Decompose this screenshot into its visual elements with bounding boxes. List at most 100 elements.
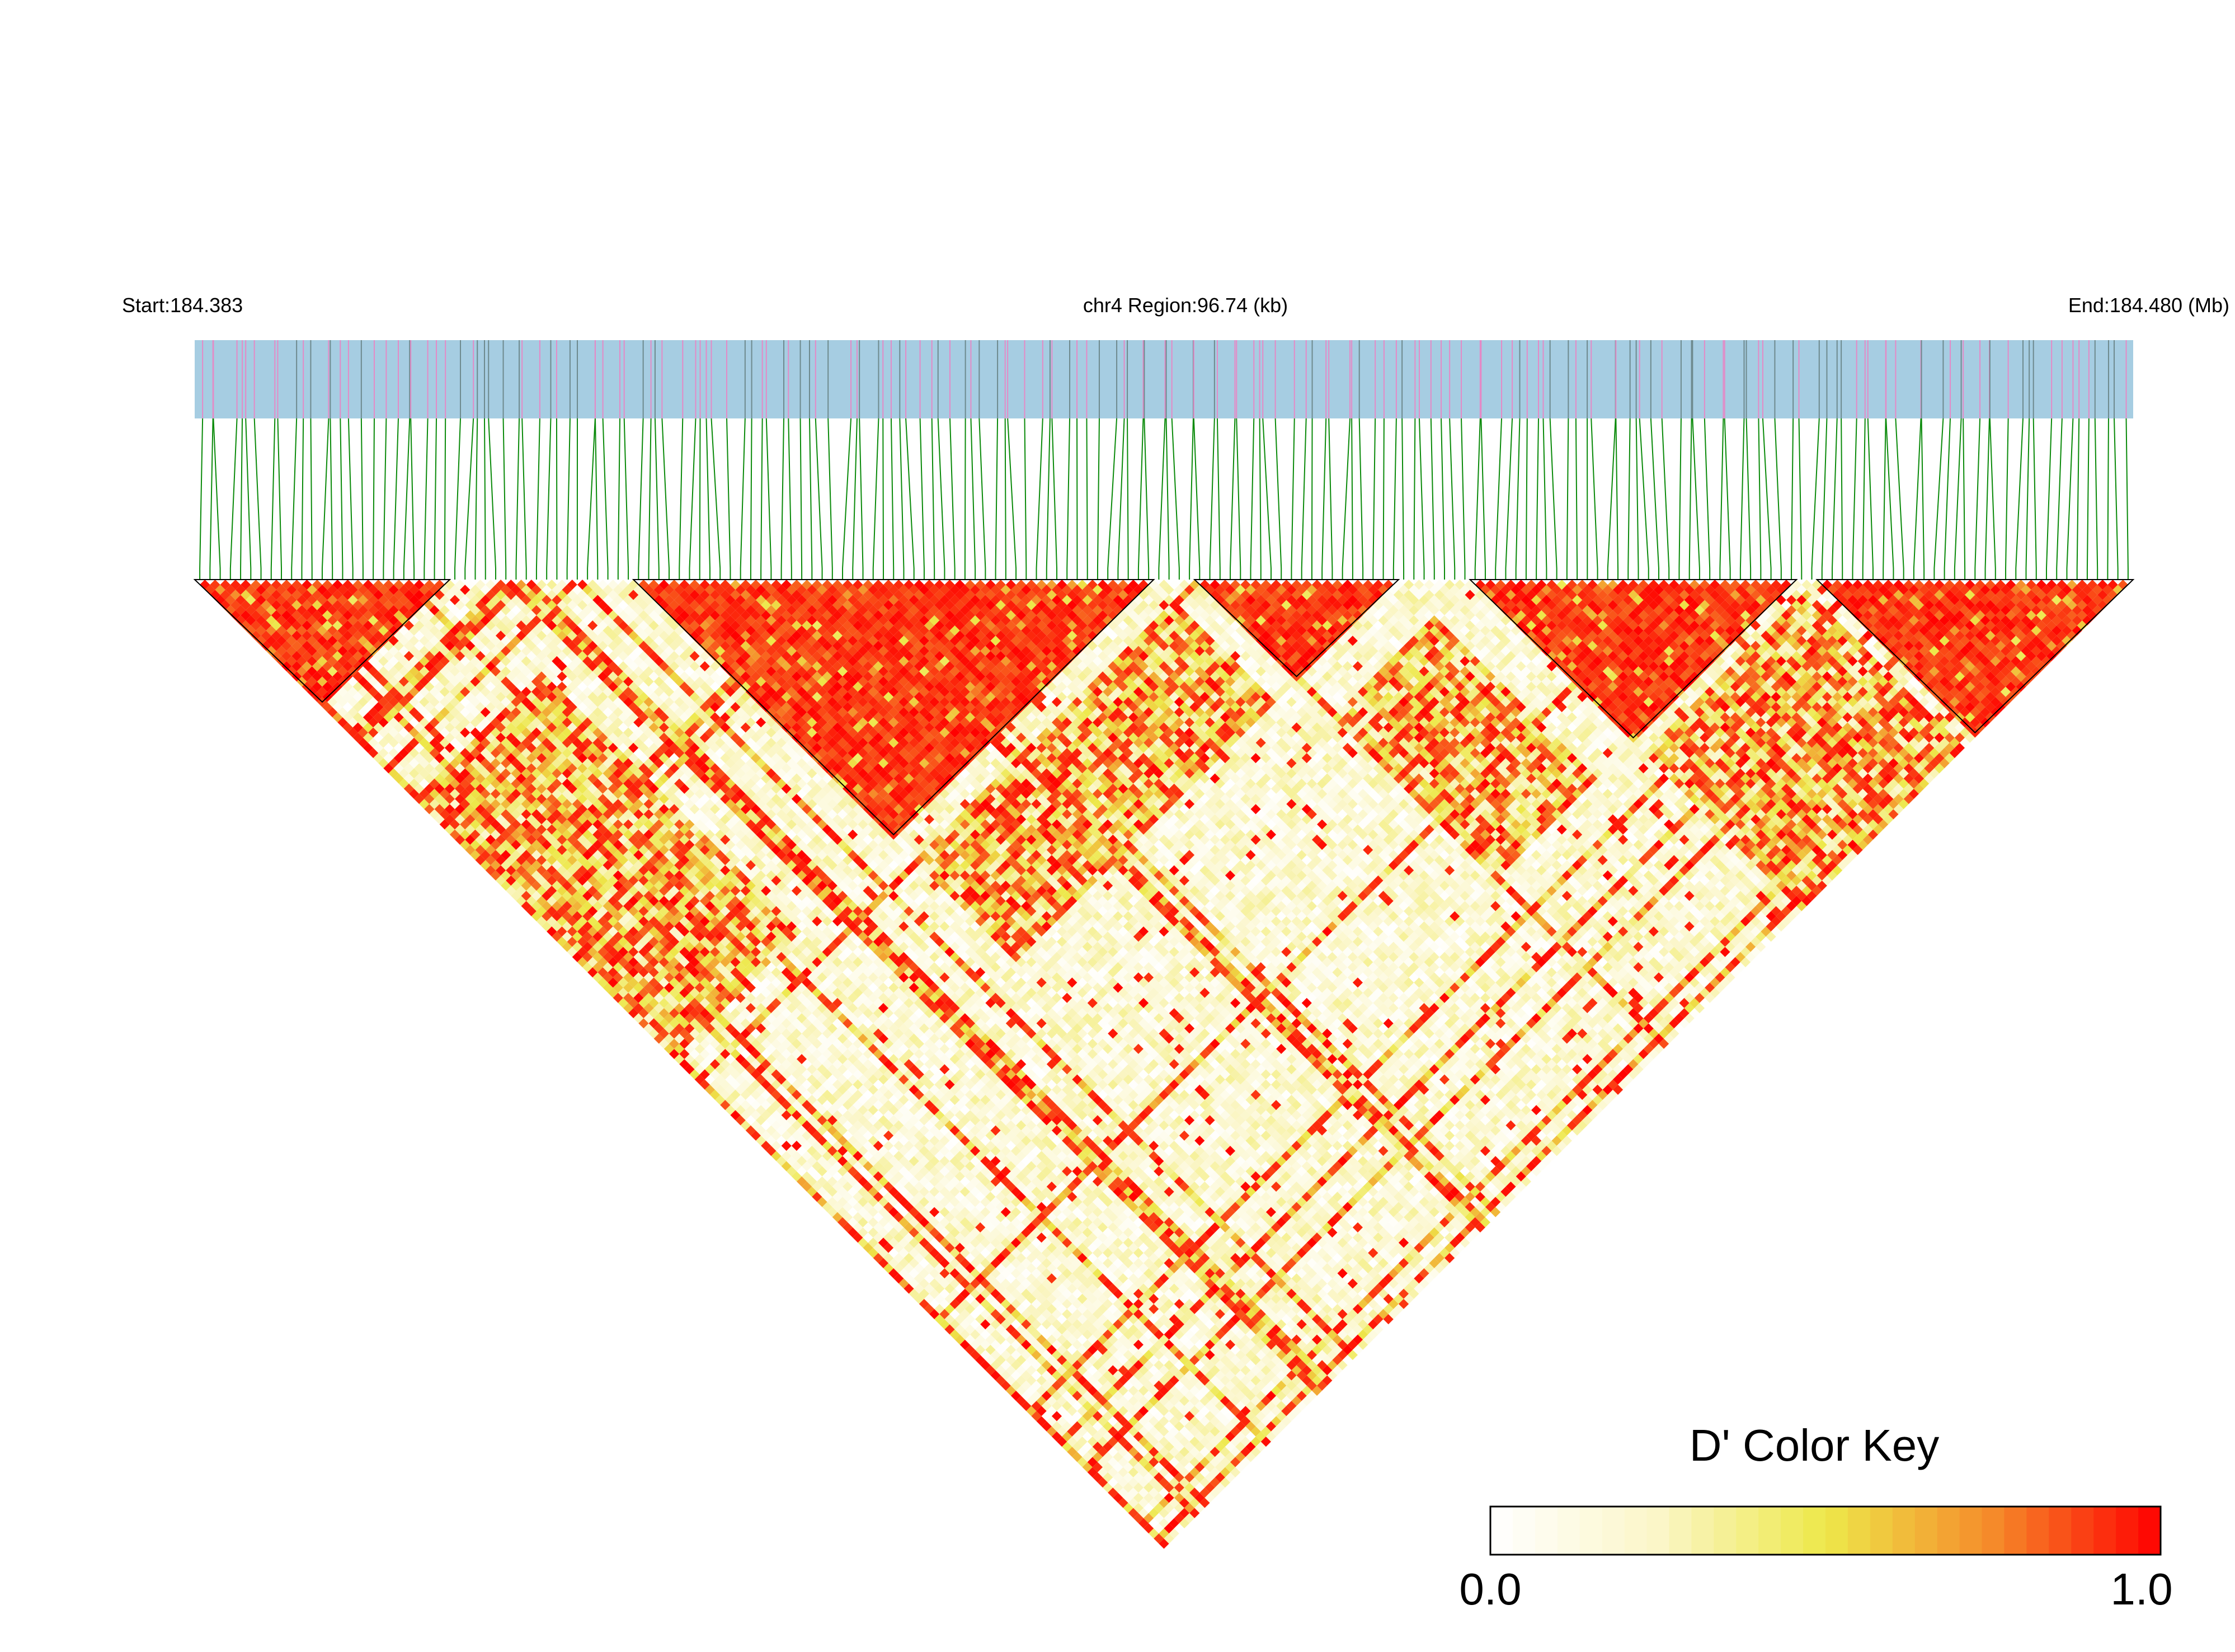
ld-cell <box>858 1217 868 1228</box>
ld-cell <box>1092 1442 1103 1452</box>
ld-cell <box>1000 1309 1011 1320</box>
ld-cell <box>964 1253 976 1263</box>
snp-connector <box>899 418 905 580</box>
ld-cell <box>990 1319 1001 1330</box>
snp-connector <box>1250 418 1255 580</box>
ld-cell <box>1149 1467 1159 1477</box>
snp-connector <box>253 418 262 580</box>
ld-cell <box>959 1258 970 1268</box>
ld-cell <box>1057 1436 1067 1447</box>
ld-cell <box>949 1329 960 1340</box>
snp-connector <box>740 418 746 580</box>
snp-connector <box>1024 418 1027 580</box>
ld-cell <box>465 773 476 784</box>
ld-cell <box>1144 1472 1154 1482</box>
snp-connector <box>410 418 415 580</box>
ld-cell <box>853 1232 863 1243</box>
ld-cell <box>929 1227 940 1238</box>
ld-cell <box>266 625 276 636</box>
ld-cell <box>843 1171 853 1182</box>
snp-connector <box>1745 418 1752 580</box>
ld-cell <box>878 1227 889 1238</box>
ld-cell <box>817 1166 827 1176</box>
ld-cell <box>1026 1385 1037 1396</box>
ld-cell <box>597 967 608 978</box>
ld-cell <box>1036 1385 1047 1396</box>
ld-cell <box>1087 1447 1098 1457</box>
ld-cell <box>241 600 251 610</box>
ld-cell <box>393 691 404 702</box>
ld-cell <box>1087 1426 1098 1437</box>
ld-cell <box>419 727 430 738</box>
ld-cell <box>1026 1344 1037 1355</box>
ld-cell <box>909 1237 919 1248</box>
ld-cell <box>878 1187 889 1197</box>
ld-cell <box>439 727 450 738</box>
ld-cell <box>1031 1360 1042 1371</box>
ld-cell <box>1005 1355 1017 1366</box>
ld-cell <box>893 1212 904 1222</box>
ld-cell <box>1118 1436 1128 1447</box>
ld-cell <box>959 1278 970 1289</box>
ld-cell <box>1036 1344 1047 1355</box>
ld-cell <box>817 1197 827 1207</box>
ld-cell <box>745 1084 756 1095</box>
ld-cell <box>985 1273 996 1284</box>
ld-cell <box>1041 1339 1052 1350</box>
snp-connector <box>1461 418 1466 580</box>
ld-cell <box>964 1283 976 1294</box>
snp-connector <box>393 418 399 580</box>
ld-cell <box>909 1217 919 1228</box>
ld-cell <box>898 1278 909 1289</box>
ld-cell <box>898 1248 909 1258</box>
ld-cell <box>439 778 450 789</box>
ld-cell <box>439 758 450 769</box>
ld-cell <box>929 1268 940 1279</box>
ld-cell <box>1087 1375 1098 1386</box>
ld-cell <box>1108 1436 1118 1447</box>
ld-cell <box>929 1237 940 1248</box>
ld-cell <box>944 1232 955 1243</box>
ld-cell <box>1041 1411 1052 1422</box>
ld-cell <box>597 977 608 988</box>
ld-cell <box>1062 1390 1072 1401</box>
snp-connector <box>2045 418 2053 580</box>
snp-connector <box>661 418 670 580</box>
ld-cell <box>1103 1482 1113 1493</box>
snp-connector <box>2015 418 2024 580</box>
ld-cell <box>878 1166 889 1176</box>
ld-cell <box>786 1156 797 1166</box>
ld-cell <box>1016 1334 1027 1345</box>
ld-cell <box>745 1125 756 1136</box>
ld-cell <box>934 1242 945 1253</box>
snp-connector <box>1542 418 1547 580</box>
ld-cell <box>914 1232 924 1243</box>
ld-cell <box>1031 1370 1042 1381</box>
snp-connector <box>1418 418 1425 580</box>
snp-connector <box>638 418 644 580</box>
snp-connector <box>1107 418 1118 580</box>
ld-cell <box>1072 1421 1083 1432</box>
ld-cell <box>1062 1349 1072 1361</box>
ld-cell <box>1118 1457 1128 1467</box>
ld-cell <box>827 1156 837 1166</box>
ld-cell <box>898 1237 909 1248</box>
ld-cell <box>745 1105 756 1116</box>
ld-cell <box>562 931 572 942</box>
ld-cell <box>1026 1355 1037 1366</box>
ld-cell <box>995 1365 1006 1376</box>
snp-connector <box>842 418 852 580</box>
ld-cell <box>812 1161 822 1171</box>
snp-connector <box>1832 418 1838 580</box>
ld-cell <box>1082 1380 1093 1391</box>
snp-connector <box>623 418 629 580</box>
ld-cell <box>648 1018 659 1029</box>
ld-cell <box>837 1166 848 1176</box>
ld-cell <box>843 1151 853 1161</box>
ld-cell <box>1138 1467 1149 1477</box>
snp-connector <box>689 418 697 580</box>
ld-cell <box>898 1268 909 1279</box>
ld-cell <box>1010 1370 1022 1381</box>
snp-connector <box>1650 418 1659 580</box>
ld-cell <box>939 1248 950 1258</box>
